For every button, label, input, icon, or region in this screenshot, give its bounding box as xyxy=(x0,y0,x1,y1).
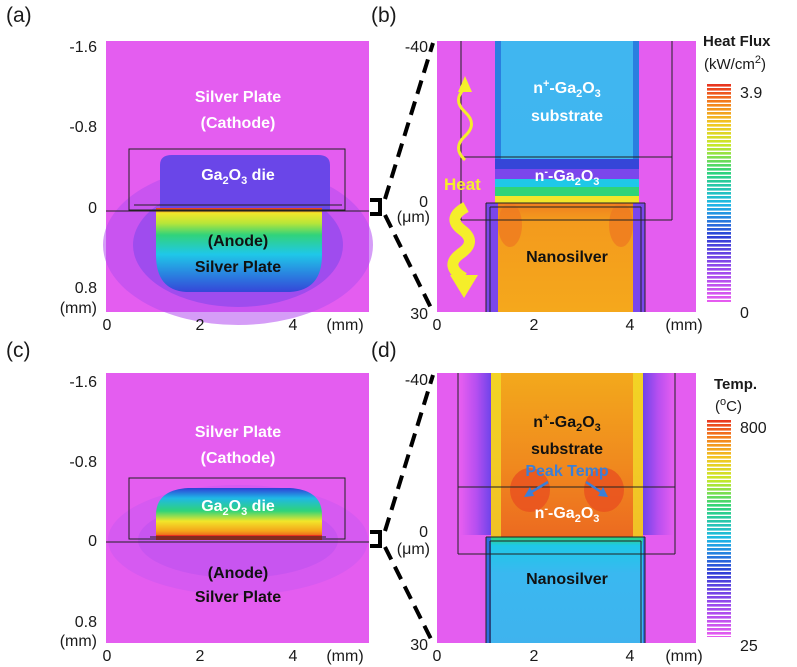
panel-a-die-outline xyxy=(128,148,346,211)
panel-d-substrate xyxy=(491,373,643,537)
colorbar-temp-title: Temp. xyxy=(714,376,757,393)
panel-b-y-unit: (μm) xyxy=(397,209,430,226)
panel-b-label: (b) xyxy=(371,4,397,27)
zoom-bracket-bottom xyxy=(370,374,435,644)
panel-c-x-unit: (mm) xyxy=(326,648,363,665)
panel-a-ytick: 0 xyxy=(88,200,97,217)
panel-a: (a) Silver Plate (Cathode) Ga2O3 die (An… xyxy=(6,4,373,334)
zoom-bracket-top xyxy=(370,42,435,313)
panel-d-xtick: 2 xyxy=(530,648,539,665)
panel-b-x-unit: (mm) xyxy=(665,317,702,334)
panel-b-xtick: 4 xyxy=(626,317,635,334)
panel-b-nanosilver-label: Nanosilver xyxy=(526,249,608,266)
panel-c-xtick: 2 xyxy=(196,648,205,665)
panel-a-silver-plate-bottom-label: Silver Plate xyxy=(195,259,281,276)
panel-b-xtick: 2 xyxy=(530,317,539,334)
colorbar-flux: Heat Flux (kW/cm2) 3.9 0 xyxy=(703,33,771,322)
panel-c-cathode-label: (Cathode) xyxy=(201,450,276,467)
panel-a-ytick: -1.6 xyxy=(69,39,97,56)
colorbar-temp-max: 800 xyxy=(740,420,767,437)
panel-c-xtick: 0 xyxy=(103,648,112,665)
panel-d-nanosilver xyxy=(491,537,643,643)
panel-c-die-outline xyxy=(128,477,346,540)
colorbar-flux-max: 3.9 xyxy=(740,85,762,102)
panel-d-y-unit: (μm) xyxy=(397,541,430,558)
peak-temp-label: Peak Temp xyxy=(525,463,609,480)
heat-wave-up-icon xyxy=(457,86,473,162)
panel-a-ytick: -0.8 xyxy=(69,119,97,136)
panel-c-die-hot xyxy=(156,488,322,539)
panel-d-x-unit: (mm) xyxy=(665,648,702,665)
panel-a-die-field xyxy=(160,155,330,210)
panel-c-xtick: 4 xyxy=(289,648,298,665)
heat-arrowhead-down-icon xyxy=(450,275,478,298)
panel-c-ytick: -0.8 xyxy=(69,454,97,471)
panel-a-xtick: 0 xyxy=(103,317,112,334)
panel-c-ytick: 0.8 xyxy=(75,614,97,631)
panel-a-ytick: 0.8 xyxy=(75,280,97,297)
panel-d-n-minus-label: n--Ga2O3 xyxy=(535,503,600,525)
panel-c-silver-plate-bottom-label: Silver Plate xyxy=(195,589,281,606)
panel-d-n-plus-label: n+-Ga2O3 xyxy=(533,412,601,434)
panel-c-label: (c) xyxy=(6,339,31,362)
panel-d-ytick: 0 xyxy=(419,524,428,541)
panel-c-ytick: 0 xyxy=(88,533,97,550)
panel-b: (b) Heat n+- xyxy=(371,4,703,334)
panel-a-silver-plate-label: Silver Plate xyxy=(195,89,281,106)
panel-a-anode-plume xyxy=(156,208,322,292)
panel-d-ytick: -40 xyxy=(405,372,428,389)
colorbar-flux-unit: (kW/cm2) xyxy=(704,54,766,73)
panel-d-ytick: 30 xyxy=(410,637,428,654)
panel-a-xtick: 2 xyxy=(196,317,205,334)
panel-a-label: (a) xyxy=(6,4,32,27)
colorbar-temp: Temp. (oC) 800 25 xyxy=(707,376,767,655)
panel-b-n-plus-label: n+-Ga2O3 xyxy=(533,78,601,100)
colorbar-flux-title: Heat Flux xyxy=(703,33,771,50)
panel-c: (c) Silver Plate (Cathode) Ga2O3 die (An… xyxy=(6,339,369,665)
panel-c-anode-label: (Anode) xyxy=(208,565,268,582)
colorbar-flux-min: 0 xyxy=(740,305,749,322)
panel-d-nanosilver-label: Nanosilver xyxy=(526,571,608,588)
panel-c-y-unit: (mm) xyxy=(60,633,97,650)
colorbar-temp-min: 25 xyxy=(740,638,758,655)
heat-wave-down-icon xyxy=(447,202,475,283)
panel-b-n-minus-label: n--Ga2O3 xyxy=(535,166,600,188)
panel-a-cathode-label: (Cathode) xyxy=(201,115,276,132)
colorbar-temp-unit: (oC) xyxy=(715,396,742,415)
panel-a-xtick: 4 xyxy=(289,317,298,334)
heat-label: Heat xyxy=(444,175,481,194)
panel-d: (d) n+-Ga2O3 substrate Peak Temp n xyxy=(371,339,703,665)
panel-d-xtick: 0 xyxy=(433,648,442,665)
panel-a-x-unit: (mm) xyxy=(326,317,363,334)
panel-a-anode-label: (Anode) xyxy=(208,233,268,250)
panel-b-ytick: 30 xyxy=(410,306,428,323)
panel-c-die-label: Ga2O3 die xyxy=(201,498,275,518)
panel-c-silver-plate-label: Silver Plate xyxy=(195,424,281,441)
panel-c-ytick: -1.6 xyxy=(69,374,97,391)
panel-b-ytick: -40 xyxy=(405,39,428,56)
panel-a-die-label: Ga2O3 die xyxy=(201,167,275,187)
panel-a-y-unit: (mm) xyxy=(60,300,97,317)
panel-b-substrate xyxy=(495,41,639,159)
panel-b-xtick: 0 xyxy=(433,317,442,334)
panel-d-label: (d) xyxy=(371,339,397,362)
panel-d-substrate-label: substrate xyxy=(531,441,603,458)
panel-b-substrate-label: substrate xyxy=(531,108,603,125)
heat-arrowhead-up-icon xyxy=(458,76,472,92)
panel-b-ytick: 0 xyxy=(419,194,428,211)
panel-d-xtick: 4 xyxy=(626,648,635,665)
